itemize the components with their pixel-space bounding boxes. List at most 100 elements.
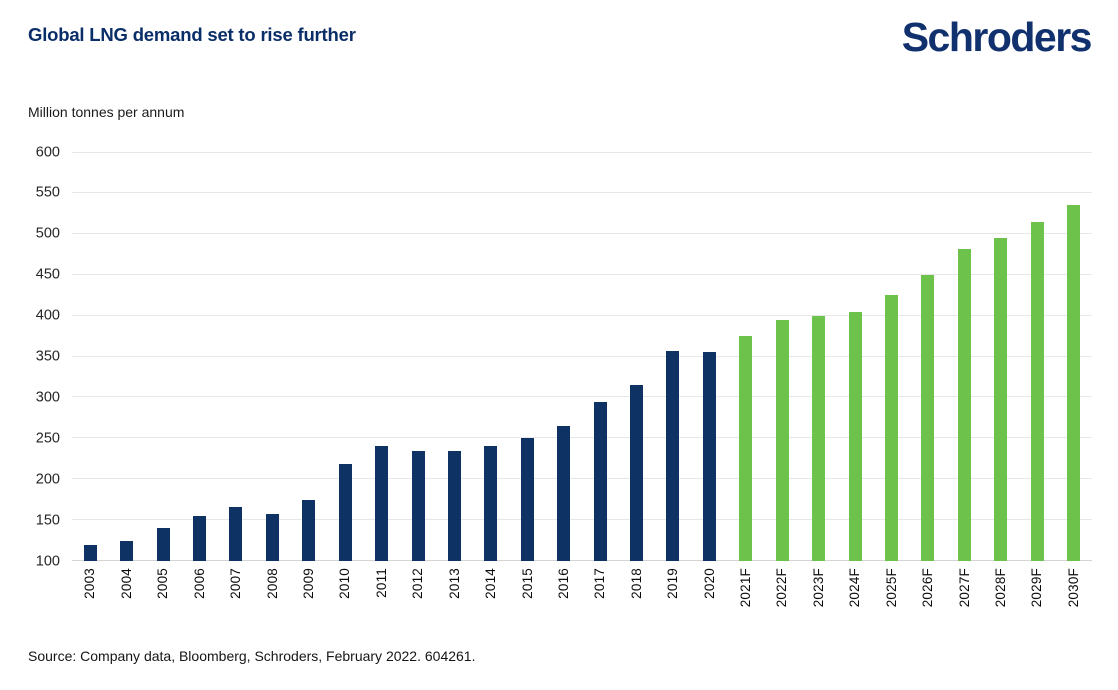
bar-2011 <box>375 446 389 561</box>
x-tick-slot-2029F: 2029F <box>1019 568 1055 630</box>
x-tick-label-2025F: 2025F <box>883 568 899 608</box>
bar-slot-2012 <box>400 152 436 561</box>
bar-slot-2015 <box>509 152 545 561</box>
y-tick-label-450: 450 <box>35 266 60 283</box>
x-tick-slot-2010: 2010 <box>327 568 363 630</box>
x-tick-label-2004: 2004 <box>118 568 134 599</box>
bar-slot-2004 <box>108 152 144 561</box>
bar-slot-2016 <box>545 152 581 561</box>
x-tick-label-2026F: 2026F <box>920 568 936 608</box>
schroders-logo: Schroders <box>901 14 1093 60</box>
y-tick-label-100: 100 <box>35 552 60 569</box>
x-tick-slot-2020: 2020 <box>691 568 727 630</box>
y-tick-label-150: 150 <box>35 511 60 528</box>
bar-2004 <box>120 541 134 561</box>
gridline-150 <box>72 519 1092 521</box>
bar-2015 <box>520 438 534 561</box>
x-tick-label-2016: 2016 <box>555 568 571 599</box>
bars-row <box>72 152 1092 561</box>
bar-slot-2028F <box>983 152 1019 561</box>
x-tick-slot-2028F: 2028F <box>983 568 1019 630</box>
bar-slot-2006 <box>181 152 217 561</box>
y-tick-label-350: 350 <box>35 348 60 365</box>
x-tick-slot-2023F: 2023F <box>800 568 836 630</box>
gridline-300 <box>72 396 1092 398</box>
gridline-500 <box>72 232 1092 234</box>
x-tick-label-2029F: 2029F <box>1029 568 1045 608</box>
x-tick-label-2022F: 2022F <box>774 568 790 608</box>
bar-slot-2025F <box>873 152 909 561</box>
x-tick-slot-2022F: 2022F <box>764 568 800 630</box>
y-tick-label-600: 600 <box>35 143 60 160</box>
bar-2022F <box>775 319 789 561</box>
bar-2007 <box>229 507 243 561</box>
bar-2029F <box>1030 221 1044 561</box>
x-tick-slot-2019: 2019 <box>655 568 691 630</box>
x-tick-label-2014: 2014 <box>483 568 499 599</box>
x-tick-slot-2004: 2004 <box>108 568 144 630</box>
x-tick-label-2030F: 2030F <box>1065 568 1081 608</box>
x-tick-label-2018: 2018 <box>628 568 644 599</box>
x-tick-label-2021F: 2021F <box>738 568 754 608</box>
y-tick-label-550: 550 <box>35 184 60 201</box>
bar-slot-2011 <box>363 152 399 561</box>
gridline-550 <box>72 191 1092 193</box>
bar-slot-2018 <box>618 152 654 561</box>
bar-2030F <box>1067 205 1081 561</box>
x-tick-slot-2016: 2016 <box>545 568 581 630</box>
bar-2016 <box>557 426 571 561</box>
x-tick-label-2008: 2008 <box>264 568 280 599</box>
x-tick-label-2019: 2019 <box>665 568 681 599</box>
bar-2003 <box>83 544 97 561</box>
x-tick-slot-2021F: 2021F <box>728 568 764 630</box>
bar-2020 <box>702 352 716 561</box>
x-tick-label-2007: 2007 <box>228 568 244 599</box>
bar-2017 <box>593 401 607 561</box>
x-tick-slot-2009: 2009 <box>291 568 327 630</box>
bar-slot-2023F <box>800 152 836 561</box>
x-tick-slot-2011: 2011 <box>363 568 399 630</box>
bar-slot-2008 <box>254 152 290 561</box>
x-tick-slot-2017: 2017 <box>582 568 618 630</box>
bar-2026F <box>921 274 935 561</box>
bar-slot-2020 <box>691 152 727 561</box>
x-tick-slot-2008: 2008 <box>254 568 290 630</box>
gridline-200 <box>72 478 1092 480</box>
gridline-100 <box>72 560 1092 561</box>
gridline-600 <box>72 152 1092 153</box>
bar-2018 <box>630 385 644 561</box>
x-tick-label-2024F: 2024F <box>847 568 863 608</box>
x-tick-label-2009: 2009 <box>300 568 316 599</box>
x-tick-label-2003: 2003 <box>82 568 98 599</box>
bar-2013 <box>447 451 461 561</box>
x-tick-label-2006: 2006 <box>191 568 207 599</box>
bar-slot-2022F <box>764 152 800 561</box>
bar-slot-2003 <box>72 152 108 561</box>
x-tick-label-2015: 2015 <box>519 568 535 599</box>
x-tick-label-2005: 2005 <box>155 568 171 599</box>
bar-2014 <box>484 446 498 561</box>
bar-slot-2014 <box>473 152 509 561</box>
x-tick-label-2028F: 2028F <box>993 568 1008 608</box>
bar-slot-2029F <box>1019 152 1055 561</box>
gridlines <box>72 152 1092 561</box>
x-tick-slot-2026F: 2026F <box>910 568 946 630</box>
x-tick-slot-2013: 2013 <box>436 568 472 630</box>
bar-slot-2024F <box>837 152 873 561</box>
bar-2006 <box>192 516 206 561</box>
bar-slot-2026F <box>910 152 946 561</box>
x-tick-slot-2027F: 2027F <box>946 568 982 630</box>
x-tick-label-2011: 2011 <box>373 568 389 598</box>
bar-slot-2021F <box>728 152 764 561</box>
bar-2005 <box>156 528 170 561</box>
x-tick-slot-2024F: 2024F <box>837 568 873 630</box>
bar-slot-2009 <box>291 152 327 561</box>
gridline-250 <box>72 437 1092 439</box>
x-tick-label-2010: 2010 <box>337 568 353 599</box>
plot-area: 100 150 200 250 300 350 400 450 500 550 600 <box>36 145 1092 568</box>
gridline-350 <box>72 355 1092 357</box>
x-tick-label-2020: 2020 <box>701 568 717 599</box>
y-axis-unit-label: Million tonnes per annum <box>28 104 185 120</box>
y-tick-label-200: 200 <box>35 470 60 487</box>
